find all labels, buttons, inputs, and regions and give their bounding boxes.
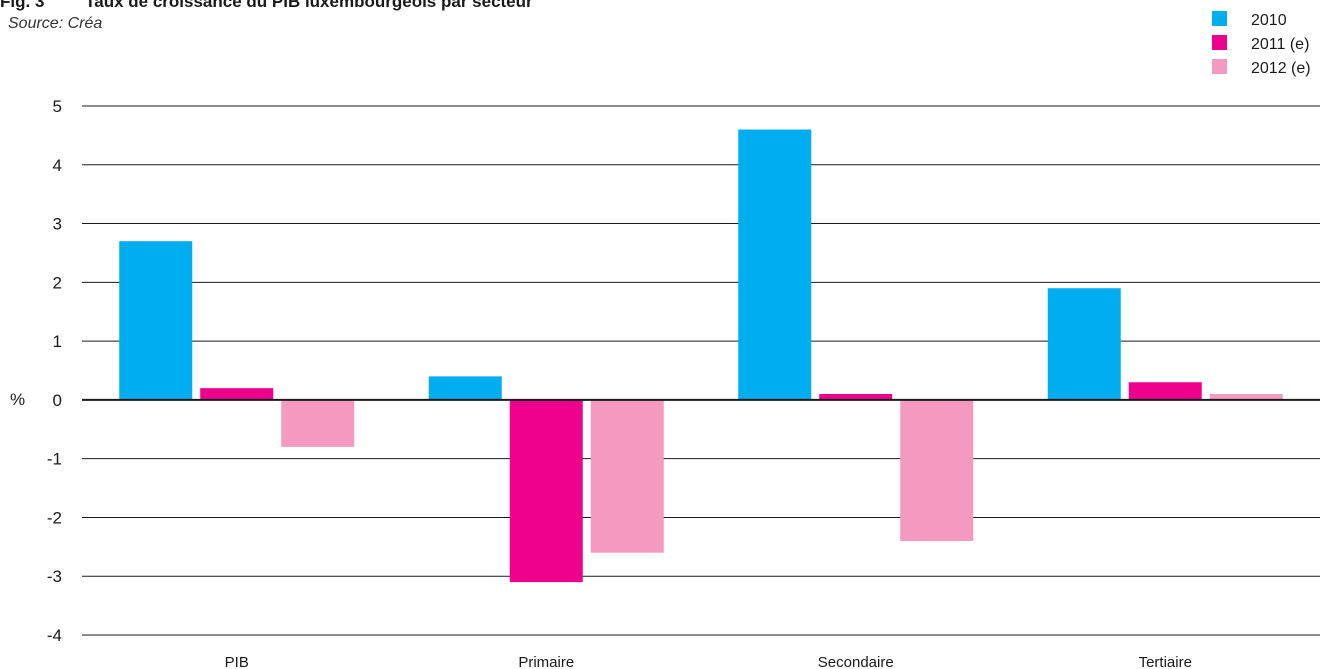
bar (738, 129, 812, 400)
y-tick-label: 1 (53, 332, 62, 351)
y-tick-label: 4 (53, 156, 62, 175)
legend-swatch (1212, 11, 1227, 26)
title-text: Taux de croissance du PIB luxembourgeois… (85, 0, 533, 11)
bar (900, 399, 974, 541)
bar (1209, 394, 1283, 400)
legend: 2010 2011 (e) 2012 (e) (1212, 11, 1311, 77)
bar (428, 376, 502, 400)
legend-label: 2011 (e) (1251, 36, 1309, 53)
y-tick-label: 3 (53, 215, 62, 234)
bar (509, 399, 583, 583)
gridlines (82, 105, 1320, 636)
y-tick-label: -1 (47, 450, 62, 469)
legend-label: 2010 (1251, 12, 1287, 29)
category-label: Secondaire (818, 654, 894, 669)
category-label: PIB (225, 654, 249, 669)
bar (1128, 382, 1202, 400)
category-label: Primaire (518, 654, 574, 669)
y-tick-label: 0 (53, 391, 62, 410)
category-labels: PIB Primaire Secondaire Tertiaire (225, 654, 1192, 669)
legend-label: 2012 (e) (1251, 60, 1311, 77)
bar (1047, 288, 1121, 400)
bar (281, 399, 355, 447)
source-note: Source: Créa (8, 15, 102, 32)
legend-swatch (1212, 59, 1227, 74)
bars (119, 129, 1283, 583)
bar (590, 399, 664, 553)
category-label: Tertiaire (1139, 654, 1192, 669)
y-tick-labels: 5 4 3 2 1 0 -1 -2 -3 -4 (47, 97, 62, 645)
figure-number: Fig. 3 (0, 0, 44, 11)
legend-swatch (1212, 35, 1227, 50)
y-tick-label: -2 (47, 508, 62, 527)
y-tick-label: 5 (53, 97, 62, 116)
bar (819, 394, 893, 400)
bar (200, 388, 274, 400)
y-tick-label: 2 (53, 273, 62, 292)
y-axis-unit-label: % (10, 390, 25, 409)
y-tick-label: -3 (47, 567, 62, 586)
chart-title: Fig. 3 Taux de croissance du PIB luxembo… (0, 0, 533, 11)
y-tick-label: -4 (47, 626, 62, 645)
bar (119, 241, 193, 400)
